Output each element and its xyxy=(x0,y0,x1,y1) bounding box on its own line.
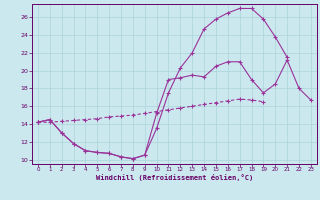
X-axis label: Windchill (Refroidissement éolien,°C): Windchill (Refroidissement éolien,°C) xyxy=(96,174,253,181)
